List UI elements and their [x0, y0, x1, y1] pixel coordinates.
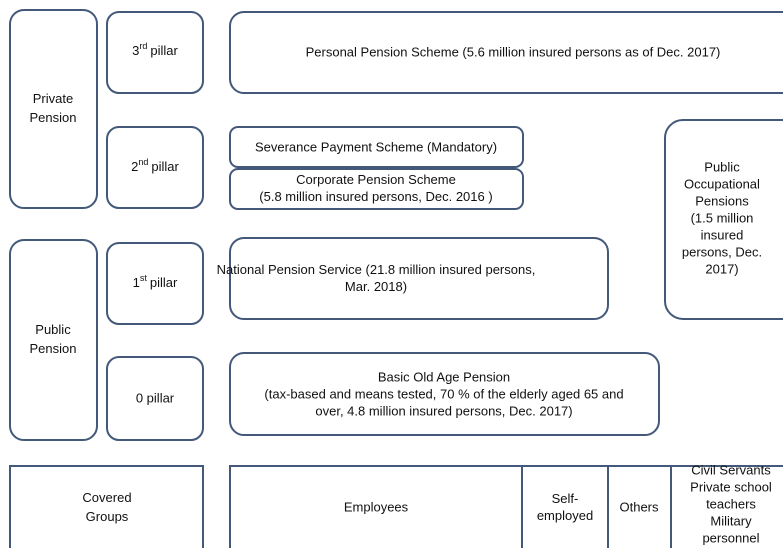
pillar-number: 2 — [131, 159, 138, 174]
pillar-suffix: rd — [139, 41, 147, 51]
scheme-text: (1.5 million — [691, 210, 754, 225]
pillar-label: 1st pillar — [133, 273, 178, 290]
scheme-text: Severance Payment Scheme (Mandatory) — [255, 139, 497, 154]
scheme-text: 2017) — [705, 261, 738, 276]
private-pension-box — [9, 9, 98, 209]
cell-text: Private school — [690, 479, 772, 494]
cell-text: Military — [710, 513, 752, 528]
category-text: Public — [35, 322, 71, 337]
cell-text: Employees — [344, 499, 409, 514]
pillar-suffix: st — [140, 273, 148, 283]
pillar-word: pillar — [150, 43, 178, 58]
scheme-text: Mar. 2018) — [345, 279, 407, 294]
scheme-text: Occupational — [684, 176, 760, 191]
scheme-box — [229, 237, 609, 320]
pillar-suffix: nd — [138, 157, 148, 167]
pillar-number: 1 — [133, 275, 140, 290]
pillar-label: 0 pillar — [136, 390, 175, 405]
cell-text: employed — [537, 508, 593, 523]
scheme-box — [229, 352, 660, 436]
pillar-label: 2nd pillar — [131, 157, 179, 174]
scheme-box — [664, 119, 783, 320]
scheme-text: Pensions — [695, 193, 749, 208]
scheme-box — [229, 126, 524, 168]
pillar-label: 3rd pillar — [132, 41, 178, 58]
pillar-number: 3 — [132, 43, 139, 58]
scheme-box — [229, 168, 524, 210]
public-pension-box — [9, 239, 98, 441]
category-text: Private — [33, 91, 73, 106]
category-text: Pension — [30, 110, 77, 125]
covered-groups-cell — [9, 465, 204, 548]
pillar-box — [106, 11, 204, 94]
cell-text: personnel — [702, 530, 759, 545]
scheme-text: persons, Dec. — [682, 244, 762, 259]
scheme-box — [229, 11, 783, 94]
scheme-text: (5.8 million insured persons, Dec. 2016 … — [259, 189, 492, 204]
pillar-box — [106, 356, 204, 441]
cell-text: Covered — [82, 490, 131, 505]
category-text: Pension — [30, 341, 77, 356]
pillar-box — [106, 126, 204, 209]
scheme-text: National Pension Service (21.8 million i… — [217, 262, 536, 277]
scheme-text: Personal Pension Scheme (5.6 million ins… — [306, 44, 721, 59]
pillar-box — [106, 242, 204, 325]
scheme-text: Basic Old Age Pension — [378, 369, 510, 384]
scheme-text: Public — [704, 159, 740, 174]
cell-text: Civil Servants — [691, 462, 771, 477]
scheme-text: over, 4.8 million insured persons, Dec. … — [315, 403, 572, 418]
pillar-word: pillar — [151, 159, 179, 174]
pillar-word: pillar — [150, 275, 178, 290]
cell-text: Self- — [552, 491, 579, 506]
cell-text: Others — [619, 499, 659, 514]
scheme-text: insured — [701, 227, 744, 242]
cell-text: Groups — [86, 509, 129, 524]
scheme-text: Corporate Pension Scheme — [296, 172, 456, 187]
cell-text: teachers — [706, 496, 756, 511]
covered-groups-row — [229, 465, 783, 548]
scheme-text: (tax-based and means tested, 70 % of the… — [264, 386, 623, 401]
